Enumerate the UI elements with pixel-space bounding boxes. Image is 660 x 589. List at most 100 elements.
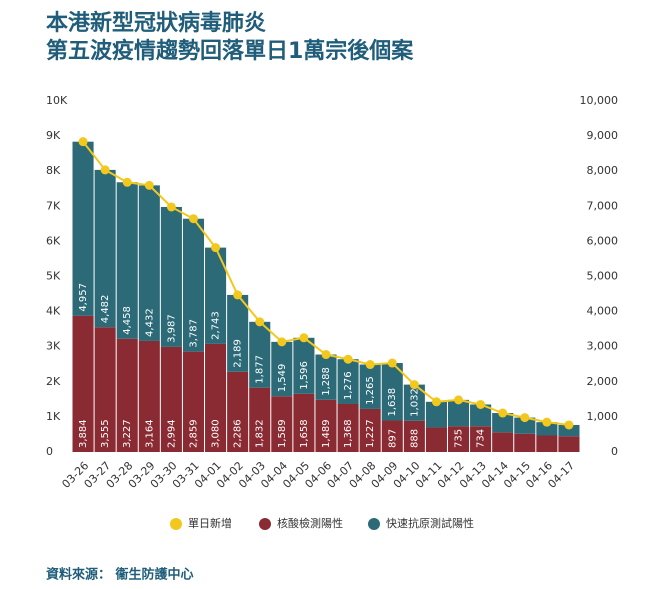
- line-point: [233, 290, 243, 300]
- bar-segment: [470, 426, 492, 452]
- line-point: [564, 420, 574, 430]
- y2-tick-label: 3,000: [587, 340, 619, 353]
- value-label: 3,080: [211, 419, 222, 448]
- line-point: [299, 333, 309, 343]
- value-label: 2,189: [233, 339, 244, 368]
- bar-segment: [249, 321, 271, 388]
- value-label: 897: [387, 429, 398, 448]
- y-tick-label: 2K: [46, 375, 61, 388]
- bar-segment: [249, 387, 271, 452]
- value-label: 888: [409, 429, 420, 448]
- line-point: [277, 337, 287, 347]
- bar-segment: [359, 408, 381, 452]
- value-label: 4,957: [78, 283, 89, 312]
- legend-marker: [170, 518, 182, 530]
- bar-segment: [514, 433, 536, 452]
- y-tick-label: 4K: [46, 305, 61, 318]
- value-label: 1,489: [321, 419, 332, 448]
- line-point: [542, 417, 552, 427]
- legend-label: 單日新增: [188, 516, 232, 530]
- bar-segment: [337, 359, 359, 404]
- value-label: 3,227: [122, 419, 133, 448]
- bar-segment: [470, 404, 492, 427]
- value-label: 1,638: [387, 388, 398, 417]
- value-label: 1,596: [299, 361, 310, 390]
- line-point: [431, 397, 441, 407]
- y2-tick-label: 0: [611, 445, 618, 458]
- line-point: [343, 354, 353, 364]
- value-label: 2,859: [188, 419, 199, 448]
- bar-segment: [72, 141, 94, 316]
- chart-subtitle: 第五波疫情趨勢回落單日1萬宗後個案: [46, 38, 414, 64]
- bar-segment: [514, 417, 536, 434]
- bar-segment: [182, 218, 205, 352]
- value-label: 1,877: [255, 355, 266, 384]
- bar-segment: [447, 399, 470, 427]
- y-tick-label: 9K: [46, 129, 61, 142]
- line-point: [211, 243, 221, 253]
- y2-tick-label: 6,000: [587, 234, 619, 247]
- value-label: 4,458: [122, 306, 133, 335]
- line-point: [144, 180, 154, 190]
- value-label: 1,658: [299, 419, 310, 448]
- value-label: 1,032: [409, 388, 420, 417]
- value-label: 735: [454, 429, 465, 448]
- y2-tick-label: 8,000: [587, 164, 619, 177]
- y-tick-label: 8K: [46, 164, 61, 177]
- value-label: 3,164: [144, 419, 155, 448]
- y2-tick-label: 1,000: [587, 410, 619, 423]
- line-point: [454, 395, 464, 405]
- bar-segment: [160, 346, 182, 452]
- value-label: 3,555: [100, 419, 111, 448]
- y2-tick-label: 9,000: [587, 129, 619, 142]
- y2-tick-label: 5,000: [587, 270, 619, 283]
- y2-tick-label: 4,000: [587, 305, 619, 318]
- bar-segment: [227, 371, 249, 452]
- bar-segment: [381, 420, 403, 452]
- y-tick-label: 5K: [46, 270, 61, 283]
- y-tick-label: 0: [46, 445, 53, 458]
- bar-segment: [536, 435, 558, 452]
- value-label: 1,227: [365, 419, 376, 448]
- bar-segment: [425, 427, 447, 452]
- value-label: 3,787: [188, 319, 199, 348]
- value-label: 1,265: [365, 376, 376, 405]
- bar-segment: [271, 341, 293, 397]
- line-point: [321, 350, 331, 360]
- line-point: [78, 137, 88, 147]
- bar-segment: [94, 327, 116, 452]
- value-label: 3,987: [166, 314, 177, 343]
- value-label: 3,884: [78, 419, 89, 448]
- line-point: [100, 165, 110, 175]
- bar-segment: [425, 401, 447, 428]
- y2-tick-label: 7,000: [587, 199, 619, 212]
- bar-segment: [72, 315, 94, 452]
- value-label: 1,549: [277, 364, 288, 393]
- y-tick-label: 7K: [46, 199, 61, 212]
- legend-label: 核酸檢測陽性: [277, 516, 343, 530]
- line-point: [255, 317, 265, 327]
- bar-segment: [492, 432, 514, 452]
- value-label: 1,832: [255, 419, 266, 448]
- value-label: 1,276: [343, 371, 354, 400]
- value-label: 734: [476, 429, 487, 448]
- y2-tick-label: 2,000: [587, 375, 619, 388]
- bar-segment: [116, 338, 138, 452]
- bar-segment: [337, 403, 359, 452]
- line-point: [122, 177, 132, 187]
- chart-title: 本港新型冠狀病毒肺炎: [46, 10, 266, 36]
- line-point: [409, 380, 419, 390]
- bar-segment: [558, 424, 580, 437]
- line-point: [387, 358, 397, 368]
- bar-segment: [403, 420, 425, 452]
- bar-segment: [227, 294, 249, 372]
- legend-marker: [368, 518, 380, 530]
- value-label: 2,286: [233, 419, 244, 448]
- bar-segment: [558, 436, 580, 452]
- y-tick-label: 3K: [46, 340, 61, 353]
- bar-segment: [138, 340, 160, 452]
- bar-segment: [315, 399, 337, 452]
- bar-segment: [403, 384, 425, 421]
